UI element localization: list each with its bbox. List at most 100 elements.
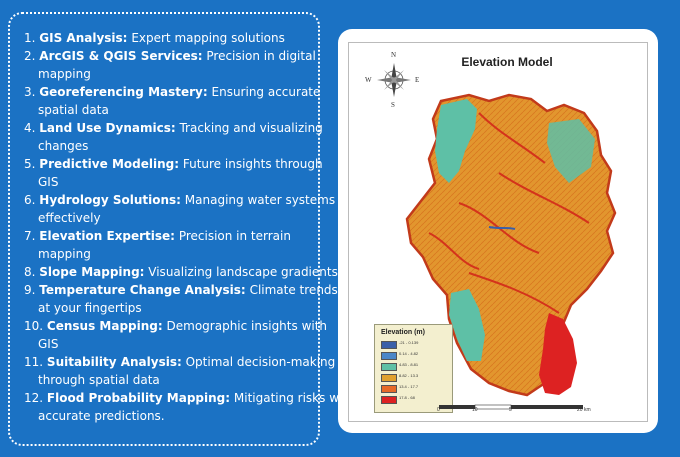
legend-entry: -21 - 0.139 bbox=[381, 340, 451, 349]
service-number: 8. bbox=[24, 265, 36, 279]
scale-bar: 0 10 5 20 km bbox=[437, 398, 597, 418]
legend-label: 8.82 - 13.3 bbox=[399, 373, 419, 378]
service-title: Census Mapping: bbox=[46, 319, 163, 333]
service-item: 10. Census Mapping: Demographic insights… bbox=[24, 317, 327, 353]
service-item: 7. Elevation Expertise: Precision in ter… bbox=[24, 227, 314, 263]
service-description: Visualizing landscape gradients bbox=[148, 265, 338, 279]
services-list: 1. GIS Analysis: Expert mapping solution… bbox=[24, 29, 355, 425]
terrain-lowland-north bbox=[435, 99, 477, 183]
service-description: Managing water systems bbox=[184, 193, 336, 207]
service-item: 8. Slope Mapping: Visualizing landscape … bbox=[24, 263, 338, 281]
compass-west-label: W bbox=[365, 76, 372, 84]
scale-label-5: 5 bbox=[509, 407, 512, 413]
service-title: ArcGIS & QGIS Services: bbox=[39, 49, 203, 63]
service-description: Optimal decision-making bbox=[185, 355, 336, 369]
river bbox=[488, 226, 516, 230]
service-item-line: 6. Hydrology Solutions: Managing water s… bbox=[24, 191, 335, 209]
service-description-continued: mapping bbox=[38, 67, 91, 81]
elevation-legend: Elevation (m) -21 - 0.139 0.14 - 4.82 4.83… bbox=[374, 324, 453, 413]
compass-rose-icon: N S E W bbox=[365, 51, 420, 109]
service-item: 3. Georeferencing Mastery: Ensuring accu… bbox=[24, 83, 320, 119]
service-item-line: 7. Elevation Expertise: Precision in ter… bbox=[24, 227, 314, 245]
service-item-line: 10. Census Mapping: Demographic insights… bbox=[24, 317, 327, 335]
service-description-continued: mapping bbox=[38, 247, 91, 261]
service-description-continued: effectively bbox=[38, 211, 101, 225]
service-description: Mitigating risks with bbox=[233, 391, 355, 405]
service-title: Predictive Modeling: bbox=[39, 157, 180, 171]
legend-entry: 0.14 - 4.82 bbox=[381, 351, 451, 360]
services-panel: 1. GIS Analysis: Expert mapping solution… bbox=[8, 12, 355, 446]
service-item-line: 12. Flood Probability Mapping: Mitigatin… bbox=[24, 389, 355, 407]
service-description: Climate trends bbox=[249, 283, 338, 297]
compass-north-label: N bbox=[391, 51, 397, 59]
service-number: 4. bbox=[24, 121, 36, 135]
legend-label: 0.14 - 4.82 bbox=[399, 351, 419, 356]
service-item: 11. Suitability Analysis: Optimal decisi… bbox=[24, 353, 335, 389]
legend-title: Elevation (m) bbox=[381, 329, 425, 336]
compass-east-label: E bbox=[415, 76, 420, 84]
service-description: Demographic insights with bbox=[166, 319, 328, 333]
legend-swatch bbox=[381, 385, 397, 393]
service-title: Flood Probability Mapping: bbox=[46, 391, 231, 405]
service-description-continued: changes bbox=[38, 139, 89, 153]
service-number: 3. bbox=[24, 85, 36, 99]
service-description-continued: GIS bbox=[38, 175, 59, 189]
service-title: Suitability Analysis: bbox=[46, 355, 182, 369]
service-title: Land Use Dynamics: bbox=[39, 121, 176, 135]
terrain-highland-southeast bbox=[539, 313, 577, 395]
legend-swatch bbox=[381, 396, 397, 404]
service-description: Tracking and visualizing bbox=[179, 121, 323, 135]
map-frame: Elevation Model N S E W Elevation (m) -2… bbox=[348, 42, 648, 422]
legend-entry: 8.82 - 13.3 bbox=[381, 373, 451, 382]
service-number: 10. bbox=[24, 319, 44, 333]
legend-swatch bbox=[381, 341, 397, 349]
service-description-continued: GIS bbox=[38, 337, 59, 351]
service-description-continued: at your fingertips bbox=[38, 301, 142, 315]
service-item: 9. Temperature Change Analysis: Climate … bbox=[24, 281, 338, 317]
service-item-line: 2. ArcGIS & QGIS Services: Precision in … bbox=[24, 47, 316, 65]
service-number: 1. bbox=[24, 31, 36, 45]
legend-entry: 13.4 - 17.7 bbox=[381, 384, 451, 393]
service-title: Temperature Change Analysis: bbox=[39, 283, 246, 297]
service-title: Elevation Expertise: bbox=[39, 229, 175, 243]
service-item-line: 1. GIS Analysis: Expert mapping solution… bbox=[24, 29, 314, 47]
legend-label: 13.4 - 17.7 bbox=[399, 384, 419, 389]
legend-label: 17.8 - 68 bbox=[399, 395, 415, 400]
service-number: 2. bbox=[24, 49, 36, 63]
legend-entry: 17.8 - 68 bbox=[381, 395, 451, 404]
legend-entry: 4.83 - 8.81 bbox=[381, 362, 451, 371]
terrain-lowland-east bbox=[547, 119, 595, 183]
service-item-line: 4. Land Use Dynamics: Tracking and visua… bbox=[24, 119, 323, 137]
service-item: 6. Hydrology Solutions: Managing water s… bbox=[24, 191, 335, 227]
service-description-continued: spatial data bbox=[38, 103, 109, 117]
service-number: 6. bbox=[24, 193, 36, 207]
service-title: Slope Mapping: bbox=[39, 265, 145, 279]
service-description: Ensuring accurate bbox=[211, 85, 321, 99]
service-title: Georeferencing Mastery: bbox=[39, 85, 208, 99]
terrain-lowland-south bbox=[449, 289, 485, 361]
compass-south-label: S bbox=[391, 101, 395, 109]
scale-label-10: 10 bbox=[472, 407, 478, 413]
legend-label: 4.83 - 8.81 bbox=[399, 362, 419, 367]
service-item-line: 11. Suitability Analysis: Optimal decisi… bbox=[24, 353, 335, 371]
service-item-line: 3. Georeferencing Mastery: Ensuring accu… bbox=[24, 83, 320, 101]
service-item-line: 9. Temperature Change Analysis: Climate … bbox=[24, 281, 338, 299]
service-description-continued: through spatial data bbox=[38, 373, 160, 387]
service-item-line: 5. Predictive Modeling: Future insights … bbox=[24, 155, 323, 173]
service-description-continued: accurate predictions. bbox=[38, 409, 165, 423]
service-number: 5. bbox=[24, 157, 36, 171]
service-title: GIS Analysis: bbox=[39, 31, 128, 45]
map-title: Elevation Model bbox=[461, 55, 553, 69]
service-item: 2. ArcGIS & QGIS Services: Precision in … bbox=[24, 47, 316, 83]
service-item: 1. GIS Analysis: Expert mapping solution… bbox=[24, 29, 314, 47]
legend-swatch bbox=[381, 352, 397, 360]
legend-swatch bbox=[381, 363, 397, 371]
elevation-map bbox=[405, 93, 617, 397]
service-description: Precision in digital bbox=[206, 49, 316, 63]
service-item-line: 8. Slope Mapping: Visualizing landscape … bbox=[24, 263, 338, 281]
legend-swatch bbox=[381, 374, 397, 382]
map-card: Elevation Model N S E W Elevation (m) -2… bbox=[338, 29, 658, 433]
service-description: Future insights through bbox=[182, 157, 323, 171]
service-item: 12. Flood Probability Mapping: Mitigatin… bbox=[24, 389, 355, 425]
service-title: Hydrology Solutions: bbox=[39, 193, 181, 207]
